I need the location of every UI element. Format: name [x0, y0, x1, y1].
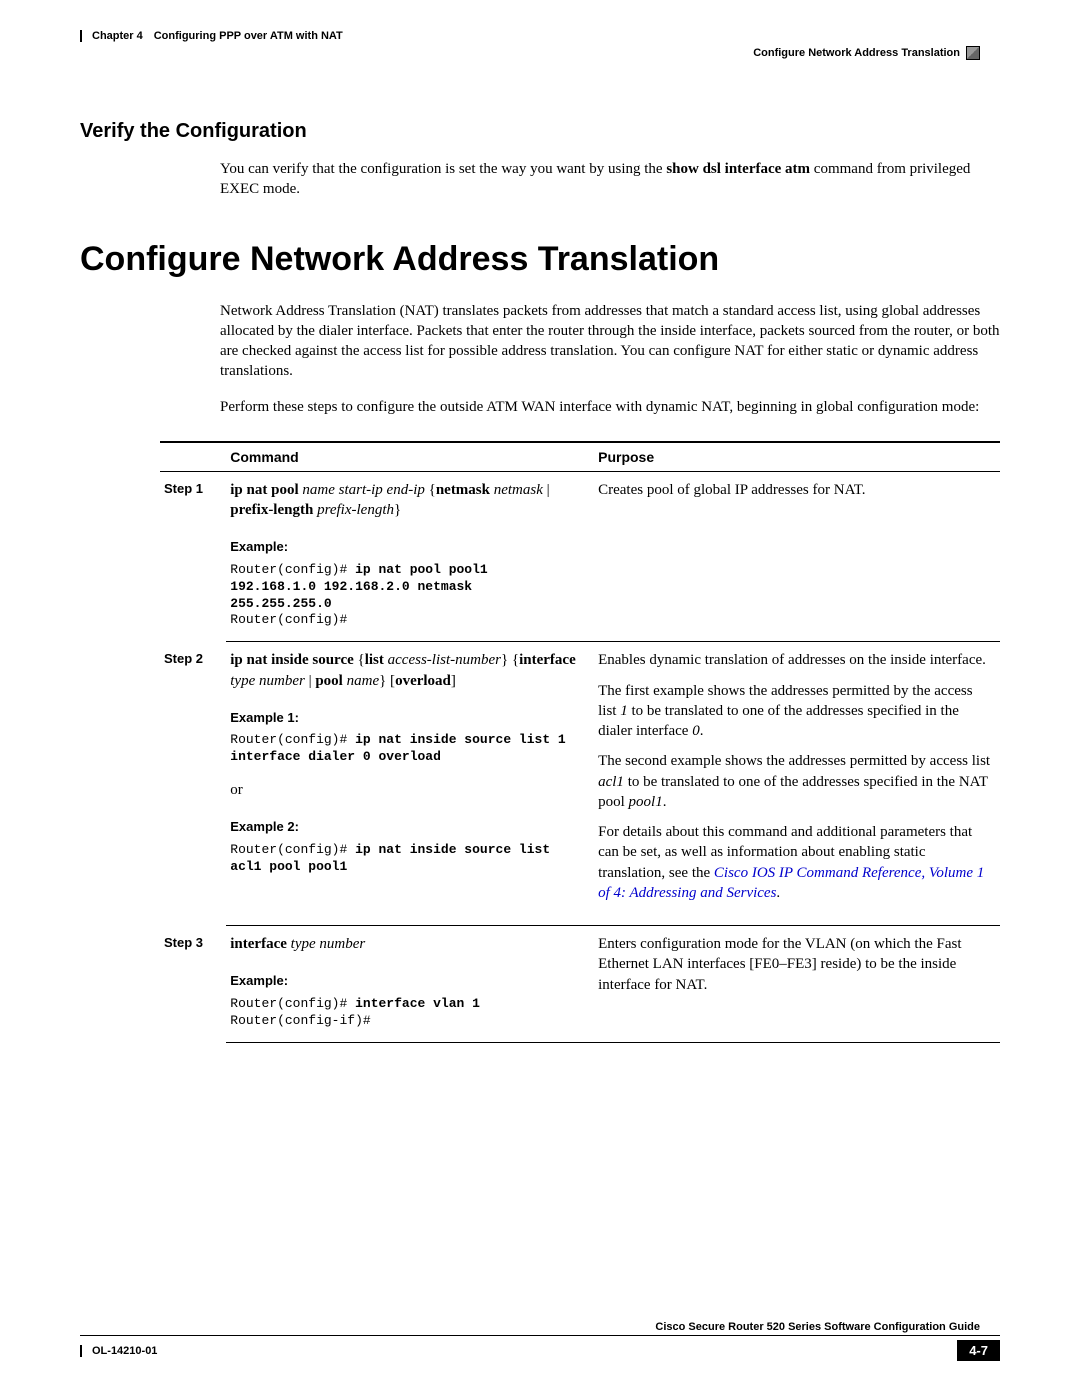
command-cell: interface type number Example: Router(co…: [226, 926, 594, 1043]
col-purpose: Purpose: [594, 442, 1000, 472]
col-command: Command: [226, 442, 594, 472]
step-label: Step 3: [160, 926, 226, 1043]
purpose-cell: Enables dynamic translation of addresses…: [594, 642, 1000, 926]
steps-table: Command Purpose Step 1 ip nat pool name …: [160, 441, 1000, 1043]
page-footer: Cisco Secure Router 520 Series Software …: [80, 1321, 1000, 1361]
step-label: Step 1: [160, 471, 226, 642]
header-section: Configure Network Address Translation: [80, 46, 1000, 60]
purpose-cell: Enters configuration mode for the VLAN (…: [594, 926, 1000, 1043]
command-cell: ip nat inside source {list access-list-n…: [226, 642, 594, 926]
header-chapter: Chapter 4 Configuring PPP over ATM with …: [82, 30, 1000, 42]
footer-guide-title: Cisco Secure Router 520 Series Software …: [80, 1321, 1000, 1336]
step-label: Step 2: [160, 642, 226, 926]
table-row: Step 3 interface type number Example: Ro…: [160, 926, 1000, 1043]
footer-doc-id: OL-14210-01: [80, 1345, 157, 1357]
page-number: 4-7: [957, 1340, 1000, 1361]
verify-heading: Verify the Configuration: [80, 120, 1000, 143]
table-row: Step 1 ip nat pool name start-ip end-ip …: [160, 471, 1000, 642]
main-heading: Configure Network Address Translation: [80, 240, 1000, 279]
main-para-1: Network Address Translation (NAT) transl…: [220, 301, 1000, 382]
header-marker-icon: [966, 46, 980, 60]
command-cell: ip nat pool name start-ip end-ip {netmas…: [226, 471, 594, 642]
purpose-cell: Creates pool of global IP addresses for …: [594, 471, 1000, 642]
table-row: Step 2 ip nat inside source {list access…: [160, 642, 1000, 926]
main-para-2: Perform these steps to configure the out…: [220, 397, 1000, 417]
verify-paragraph: You can verify that the configuration is…: [220, 159, 1000, 200]
